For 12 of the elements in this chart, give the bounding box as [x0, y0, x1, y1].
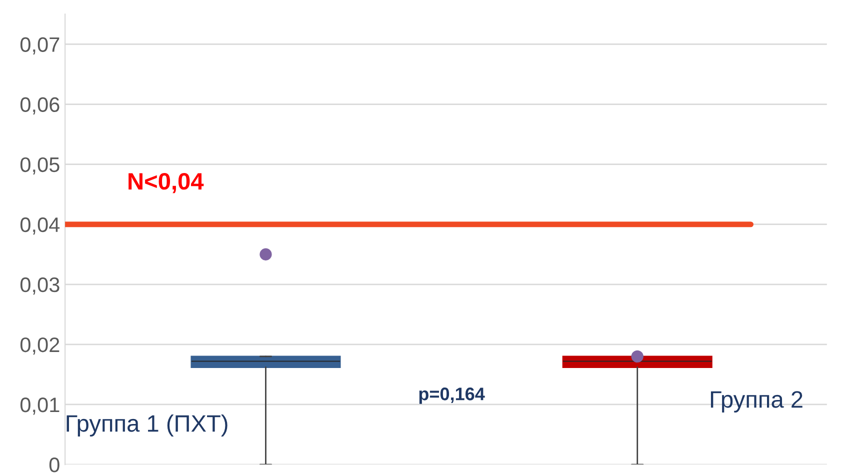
x-tick-label: Группа 1 (ПХТ)	[66, 414, 228, 436]
y-tick-label: 0,04	[20, 217, 60, 235]
y-tick-label: 0,02	[20, 337, 60, 355]
y-tick-label: 0,01	[20, 397, 60, 415]
x-tick-label: Группа 2	[710, 391, 802, 412]
y-tick-label: 0,07	[20, 37, 60, 54]
y-tick-label: 0,03	[20, 277, 60, 295]
annotation: p=0,164	[419, 388, 485, 404]
y-tick-label: 0,05	[20, 157, 60, 175]
y-tick-label: 0	[49, 458, 60, 472]
ref-line-label: N<0,04	[128, 172, 204, 194]
y-tick-label: 0,06	[20, 97, 60, 114]
